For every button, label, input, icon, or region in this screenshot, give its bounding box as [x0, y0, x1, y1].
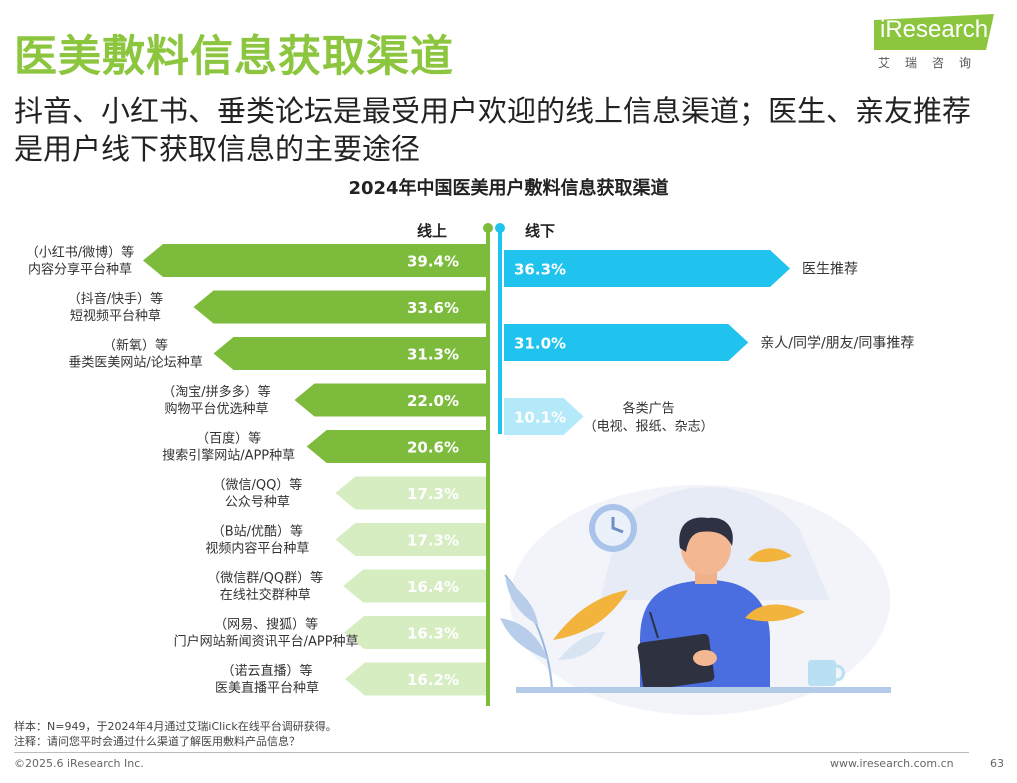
online-bar-value-label: 33.6%: [407, 299, 459, 317]
clock-icon: [589, 504, 637, 552]
online-bar-value-label: 17.3%: [407, 485, 459, 503]
online-bar: [343, 569, 486, 603]
online-bar: [193, 290, 487, 324]
illustration-person-with-tablet: [500, 485, 891, 715]
online-category-label-line2: 公众号种草: [225, 495, 290, 510]
online-header: 线上: [417, 222, 447, 240]
online-category-label-line1: （诺云直播）等: [221, 663, 312, 679]
online-bar: [213, 337, 486, 370]
copyright-text: ©2025.6 iResearch Inc.: [14, 757, 144, 770]
online-category-label-line2: 搜索引擎网站/APP种草: [162, 449, 295, 464]
offline-bar: [504, 398, 584, 435]
offline-axis-cap: [495, 223, 505, 233]
offline-category-label-line1: 各类广告: [623, 401, 675, 417]
online-category-label-line2: 门户网站新闻资讯平台/APP种草: [174, 634, 359, 650]
offline-header: 线下: [525, 222, 555, 240]
chart-title: 2024年中国医美用户敷料信息获取渠道: [348, 178, 669, 199]
iresearch-logo: iResearch 艾瑞咨询: [874, 14, 998, 74]
footer-divider: [14, 752, 969, 753]
online-bar: [294, 383, 486, 417]
online-bar-value-label: 16.3%: [407, 625, 459, 643]
online-bar-value-label: 31.3%: [407, 346, 459, 364]
online-category-label-line2: 内容分享平台种草: [28, 262, 132, 278]
online-bar: [344, 616, 486, 649]
offline-bar: [504, 250, 790, 287]
online-bar: [335, 476, 486, 510]
online-bar: [143, 244, 486, 277]
online-category-label-line1: （抖音/快手）等: [68, 291, 163, 307]
online-category-label-line1: （B站/优酷）等: [212, 524, 303, 540]
offline-bar-value-label: 36.3%: [514, 261, 566, 279]
online-bar-value-label: 39.4%: [407, 253, 459, 271]
online-bar-value-label: 16.4%: [407, 578, 459, 596]
online-category-label-line1: （小红书/微博）等: [26, 245, 134, 261]
online-bar-value-label: 20.6%: [407, 439, 459, 457]
logo-badge-icon: [874, 14, 994, 50]
online-bar-value-label: 16.2%: [407, 671, 459, 689]
page-title: 医美敷料信息获取渠道: [14, 32, 454, 82]
online-category-label-line1: （淘宝/拼多多）等: [162, 384, 270, 400]
offline-bar-value-label: 10.1%: [514, 409, 566, 427]
online-bar: [306, 430, 486, 463]
online-category-label-line2: 视频内容平台种草: [205, 541, 309, 557]
offline-category-label: 亲人/同学/朋友/同事推荐: [760, 336, 914, 352]
online-category-label-line1: （新氧）等: [103, 338, 168, 354]
online-category-label-line2: 医美直播平台种草: [215, 681, 319, 696]
online-category-label-line2: 购物平台优选种草: [164, 401, 268, 417]
sample-note: 样本：N=949，于2024年4月通过艾瑞iClick在线平台调研获得。: [14, 720, 337, 733]
online-category-label-line1: （网易、搜狐）等: [214, 617, 318, 633]
page-subtitle: 抖音、小红书、垂类论坛是最受用户欢迎的线上信息渠道；医生、亲友推荐是用户线下获取…: [14, 94, 972, 166]
online-category-label-line1: （微信/QQ）等: [212, 477, 302, 493]
online-bar-value-label: 17.3%: [407, 532, 459, 550]
offline-category-label: 医生推荐: [802, 262, 858, 278]
online-bar-value-label: 22.0%: [407, 392, 459, 410]
online-bar: [335, 523, 486, 556]
online-axis-cap: [483, 223, 493, 233]
online-category-label-line1: （百度）等: [196, 431, 261, 447]
logo-text: iResearch: [880, 16, 989, 43]
logo-subtext: 艾瑞咨询: [878, 56, 987, 70]
online-bar: [344, 662, 486, 696]
page-number: 63: [990, 757, 1004, 770]
offline-bar: [504, 324, 749, 361]
plant-icon: [500, 574, 628, 689]
website-text: www.iresearch.com.cn: [830, 757, 954, 770]
online-category-label-line2: 垂类医美网站/论坛种草: [68, 356, 202, 371]
offline-category-label-line2: （电视、报纸、杂志）: [584, 420, 714, 435]
online-category-label-line1: （微信群/QQ群）等: [207, 570, 323, 586]
online-category-label-line2: 短视频平台种草: [70, 309, 161, 324]
online-category-label-line2: 在线社交群种草: [220, 587, 311, 603]
offline-bar-value-label: 31.0%: [514, 335, 566, 353]
question-note: 注释：请问您平时会通过什么渠道了解医用敷料产品信息？: [14, 735, 300, 748]
